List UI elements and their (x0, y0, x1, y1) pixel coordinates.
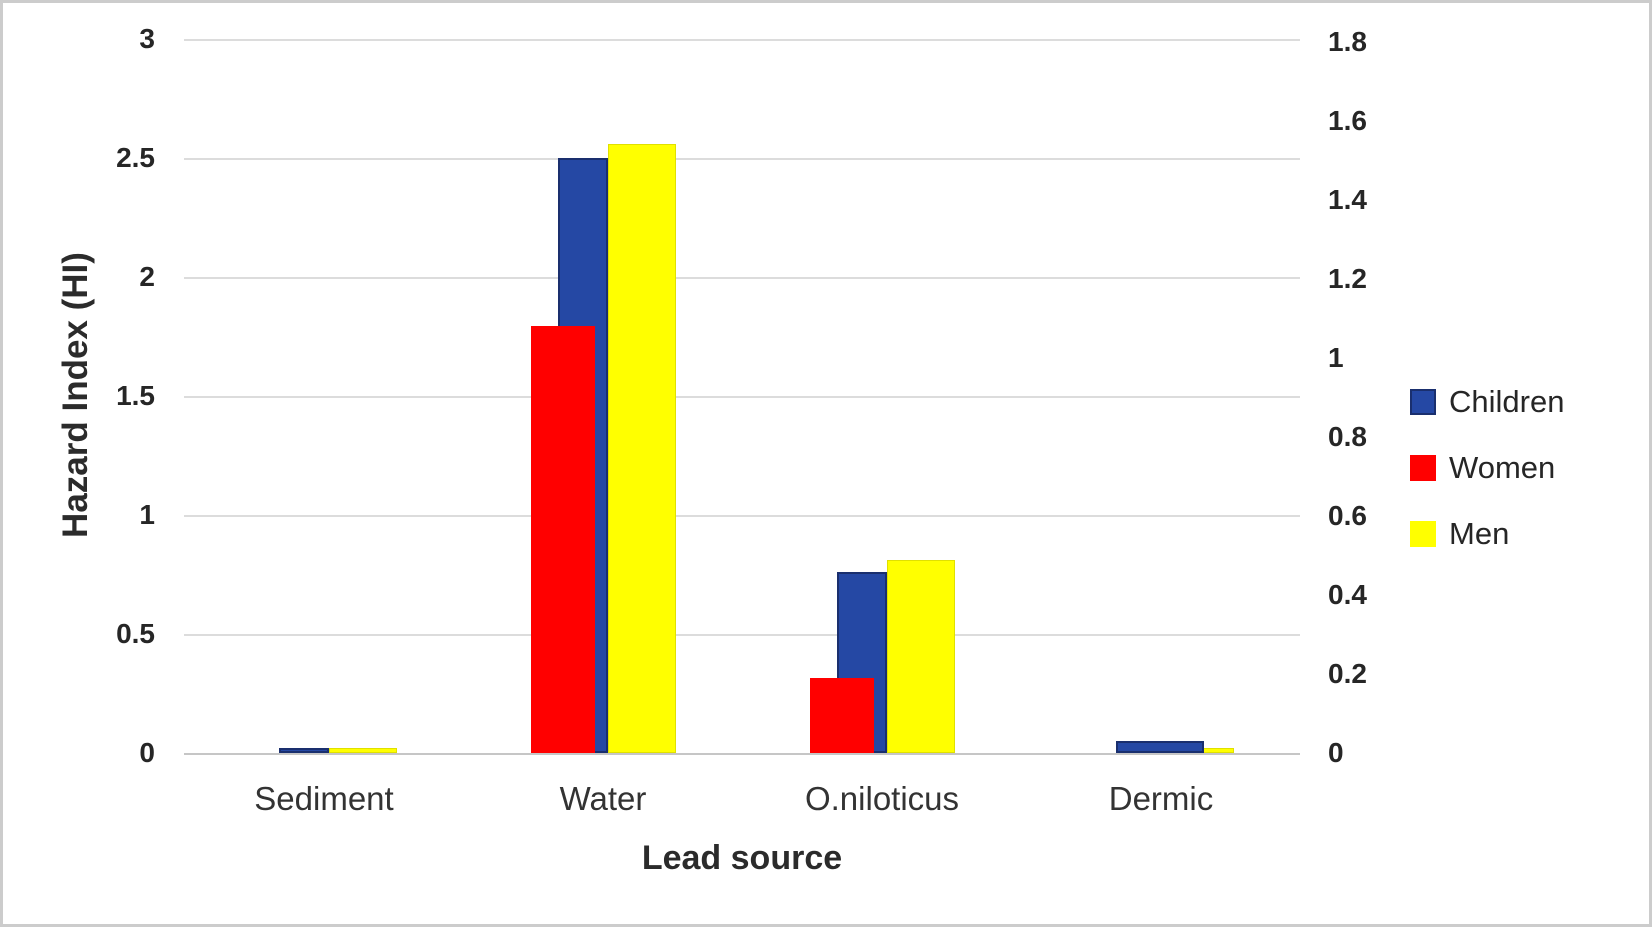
left-axis-tick: 0.5 (116, 618, 155, 649)
bar-women-oniloticus (810, 678, 874, 753)
right-axis-tick: 0.4 (1328, 579, 1367, 610)
legend-label: Children (1449, 384, 1565, 419)
legend-item-women: Women (1410, 451, 1564, 485)
x-axis-line (184, 753, 1300, 755)
legend-swatch-icon (1410, 521, 1436, 547)
bar-children-sediment (279, 748, 329, 753)
chart-legend: Children Women Men (1410, 385, 1564, 583)
legend-swatch-icon (1410, 389, 1436, 415)
category-label: O.niloticus (804, 780, 960, 817)
gridline (184, 158, 1300, 160)
legend-swatch-icon (1410, 455, 1436, 481)
category-label: Dermic (1108, 780, 1214, 817)
legend-label: Men (1449, 516, 1510, 551)
left-axis-tick: 2 (139, 261, 155, 292)
gridline (184, 277, 1300, 279)
gridline (184, 396, 1300, 398)
legend-item-men: Men (1410, 517, 1564, 551)
right-axis-tick: 1.4 (1328, 184, 1367, 215)
bar-children-dermic (1116, 741, 1204, 753)
right-axis-tick: 0.2 (1328, 658, 1367, 689)
x-axis-title: Lead source (641, 839, 843, 877)
bar-women-water (531, 326, 595, 753)
right-axis-tick: 0.6 (1328, 500, 1367, 531)
right-axis-tick: 1 (1328, 342, 1344, 373)
category-label: Sediment (254, 780, 394, 817)
bar-men-sediment (329, 748, 397, 753)
left-axis-tick: 0 (139, 737, 155, 768)
bar-men-oniloticus (887, 560, 955, 753)
gridline (184, 634, 1300, 636)
right-axis-tick: 0 (1328, 737, 1344, 768)
plot-area: 3 2.5 2 1.5 1 0.5 0 1.8 1.6 1.4 1.2 1 0.8 0.6 0.4 0.2 0 S… (3, 3, 1649, 924)
right-axis-tick: 1.6 (1328, 105, 1367, 136)
left-axis-tick: 3 (139, 23, 155, 54)
gridline (184, 39, 1300, 41)
right-axis-tick: 0.8 (1328, 421, 1367, 452)
right-axis-tick: 1.2 (1328, 263, 1367, 294)
y-axis-title: Hazard Index (HI) (56, 252, 95, 538)
left-axis-tick: 1 (139, 499, 155, 530)
category-label: Water (559, 780, 647, 817)
legend-label: Women (1449, 450, 1556, 485)
left-axis-tick: 1.5 (116, 380, 155, 411)
right-axis-tick: 1.8 (1328, 26, 1367, 57)
legend-item-children: Children (1410, 385, 1564, 419)
bar-men-water (608, 144, 676, 753)
gridline (184, 515, 1300, 517)
left-axis-tick: 2.5 (116, 142, 155, 173)
